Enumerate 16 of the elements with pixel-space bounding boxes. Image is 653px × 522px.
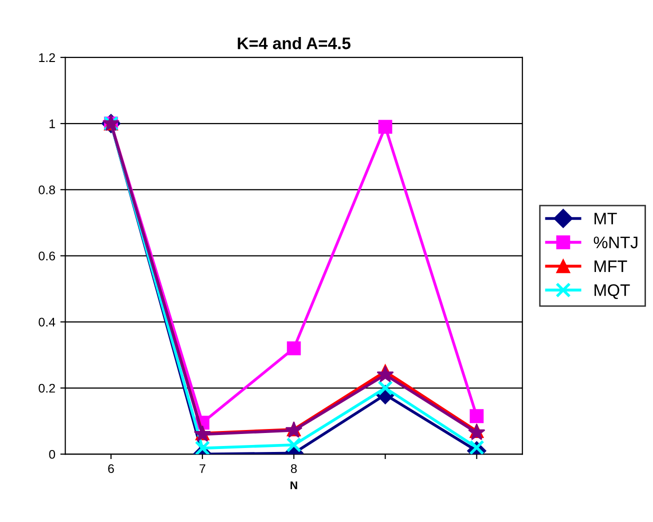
legend-label: MQT — [594, 284, 630, 300]
x-axis-title: N — [290, 481, 298, 490]
y-tick-label: 1.2 — [39, 53, 55, 62]
x-tick-label: 6 — [108, 464, 114, 474]
x-tick-label: 8 — [290, 464, 297, 474]
x-tick-label: 7 — [200, 464, 206, 473]
legend-label: MT — [594, 212, 617, 224]
y-tick-label: 0.6 — [38, 252, 56, 260]
legend-label: MFT — [594, 260, 628, 272]
y-tick-label: 0 — [49, 450, 56, 459]
y-tick-label: 0.8 — [38, 185, 56, 194]
chart-title: K=4 and A=4.5 — [238, 37, 351, 50]
y-tick-label: 0.4 — [38, 318, 56, 327]
y-tick-label: 1 — [50, 119, 55, 128]
y-tick-label: 0.2 — [38, 384, 55, 393]
legend-label: %NTJ — [594, 236, 638, 248]
